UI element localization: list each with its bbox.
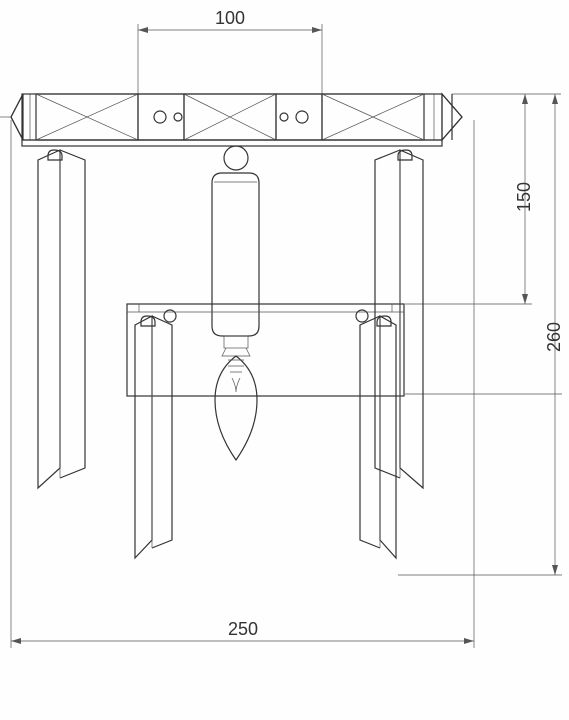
dim-label: 150	[514, 182, 534, 212]
dim-label: 100	[215, 8, 245, 28]
x-box-2	[184, 94, 276, 140]
bulb-icon	[215, 356, 257, 460]
top-rail	[0, 94, 462, 146]
dim-label: 250	[228, 619, 258, 639]
dim-label: 260	[544, 322, 564, 352]
inner-blade-right	[360, 316, 396, 558]
dim-top-100: 100	[138, 8, 322, 94]
connector-2	[276, 94, 322, 140]
technical-drawing-svg: 100 250 150 260	[0, 0, 569, 720]
dim-right-150: 150	[405, 94, 561, 304]
center-assembly	[212, 146, 259, 460]
inner-blade-left	[135, 316, 172, 558]
x-box-1	[36, 94, 138, 140]
connector-1	[138, 94, 184, 140]
top-knob-icon	[224, 146, 248, 170]
outer-blade-left	[38, 150, 85, 488]
inner-plate	[127, 304, 404, 396]
outer-blade-right	[375, 150, 423, 488]
x-box-3	[322, 94, 424, 140]
